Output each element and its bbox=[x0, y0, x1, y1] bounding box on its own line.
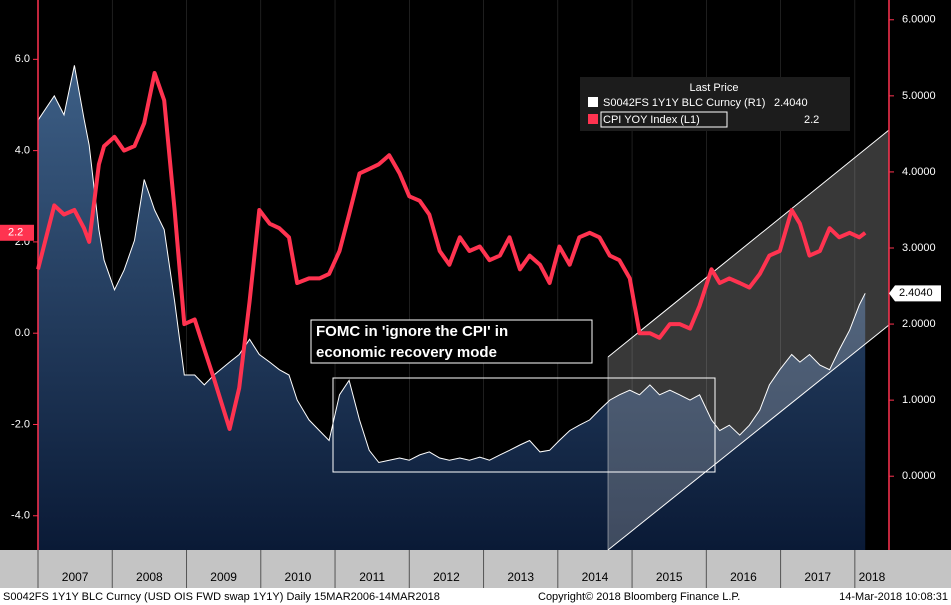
channel-lower bbox=[607, 324, 890, 551]
x-axis-strip bbox=[0, 550, 951, 588]
x-tick-label: 2009 bbox=[210, 570, 237, 584]
x-tick-label: 2012 bbox=[433, 570, 460, 584]
last-value-tag bbox=[889, 285, 941, 302]
footer-background bbox=[0, 588, 951, 605]
x-tick-label: 2015 bbox=[656, 570, 683, 584]
line bbox=[36, 71, 867, 431]
y-tick-label: 4.0 bbox=[15, 145, 30, 157]
last-value-label: 2.4040 bbox=[899, 287, 933, 299]
legend-swatch bbox=[588, 114, 598, 124]
legend-label: CPI YOY Index (L1) bbox=[603, 114, 700, 126]
line bbox=[37, 65, 866, 464]
x-tick-label: 2010 bbox=[285, 570, 312, 584]
area bbox=[38, 65, 866, 551]
footer-left: S0042FS 1Y1Y BLC Curncy (USD OIS FWD swa… bbox=[3, 591, 440, 603]
legend-value: 2.4040 bbox=[774, 97, 808, 109]
x-tick-label: 2013 bbox=[507, 570, 534, 584]
last-value-label: 2.2 bbox=[8, 227, 23, 239]
y2-tick-label: 4.0000 bbox=[902, 166, 936, 178]
legend-value: 2.2 bbox=[804, 114, 819, 126]
legend-box bbox=[580, 77, 850, 131]
y-tick-label: -2.0 bbox=[11, 418, 30, 430]
y2-tick-label: 3.0000 bbox=[902, 242, 936, 254]
x-tick-label: 2016 bbox=[730, 570, 757, 584]
x-tick-label: 2011 bbox=[359, 570, 385, 584]
y-tick-label: 6.0 bbox=[15, 53, 30, 65]
annotation-box bbox=[310, 319, 593, 364]
legend-swatch bbox=[588, 97, 598, 107]
y2-tick-label: 1.0000 bbox=[902, 394, 936, 406]
y-tick-label: -4.0 bbox=[11, 510, 30, 522]
footer-center: Copyright© 2018 Bloomberg Finance L.P. bbox=[538, 591, 740, 603]
annotation-line: FOMC in 'ignore the CPI' in bbox=[316, 323, 508, 340]
footer-right: 14-Mar-2018 10:08:31 bbox=[839, 591, 948, 603]
y2-tick-label: 0.0000 bbox=[902, 470, 936, 482]
y2-tick-label: 5.0000 bbox=[902, 90, 936, 102]
annotation-line: economic recovery mode bbox=[316, 344, 497, 361]
legend-title: Last Price bbox=[690, 82, 739, 94]
y2-tick-label: 2.0000 bbox=[902, 318, 936, 330]
channel-shade bbox=[608, 130, 889, 550]
y2-tick-label: 6.0000 bbox=[902, 14, 936, 26]
x-tick-label: 2008 bbox=[136, 570, 163, 584]
x-tick-label: 2017 bbox=[804, 570, 831, 584]
last-value-tag bbox=[0, 224, 34, 241]
x-tick-label: 2018 bbox=[859, 570, 886, 584]
x-tick-label: 2007 bbox=[62, 570, 89, 584]
legend-highlight bbox=[600, 111, 728, 128]
y-tick-label: 0.0 bbox=[15, 327, 30, 339]
x-tick-label: 2014 bbox=[582, 570, 609, 584]
channel-upper bbox=[607, 129, 890, 358]
legend-label: S0042FS 1Y1Y BLC Curncy (R1) bbox=[603, 97, 765, 109]
